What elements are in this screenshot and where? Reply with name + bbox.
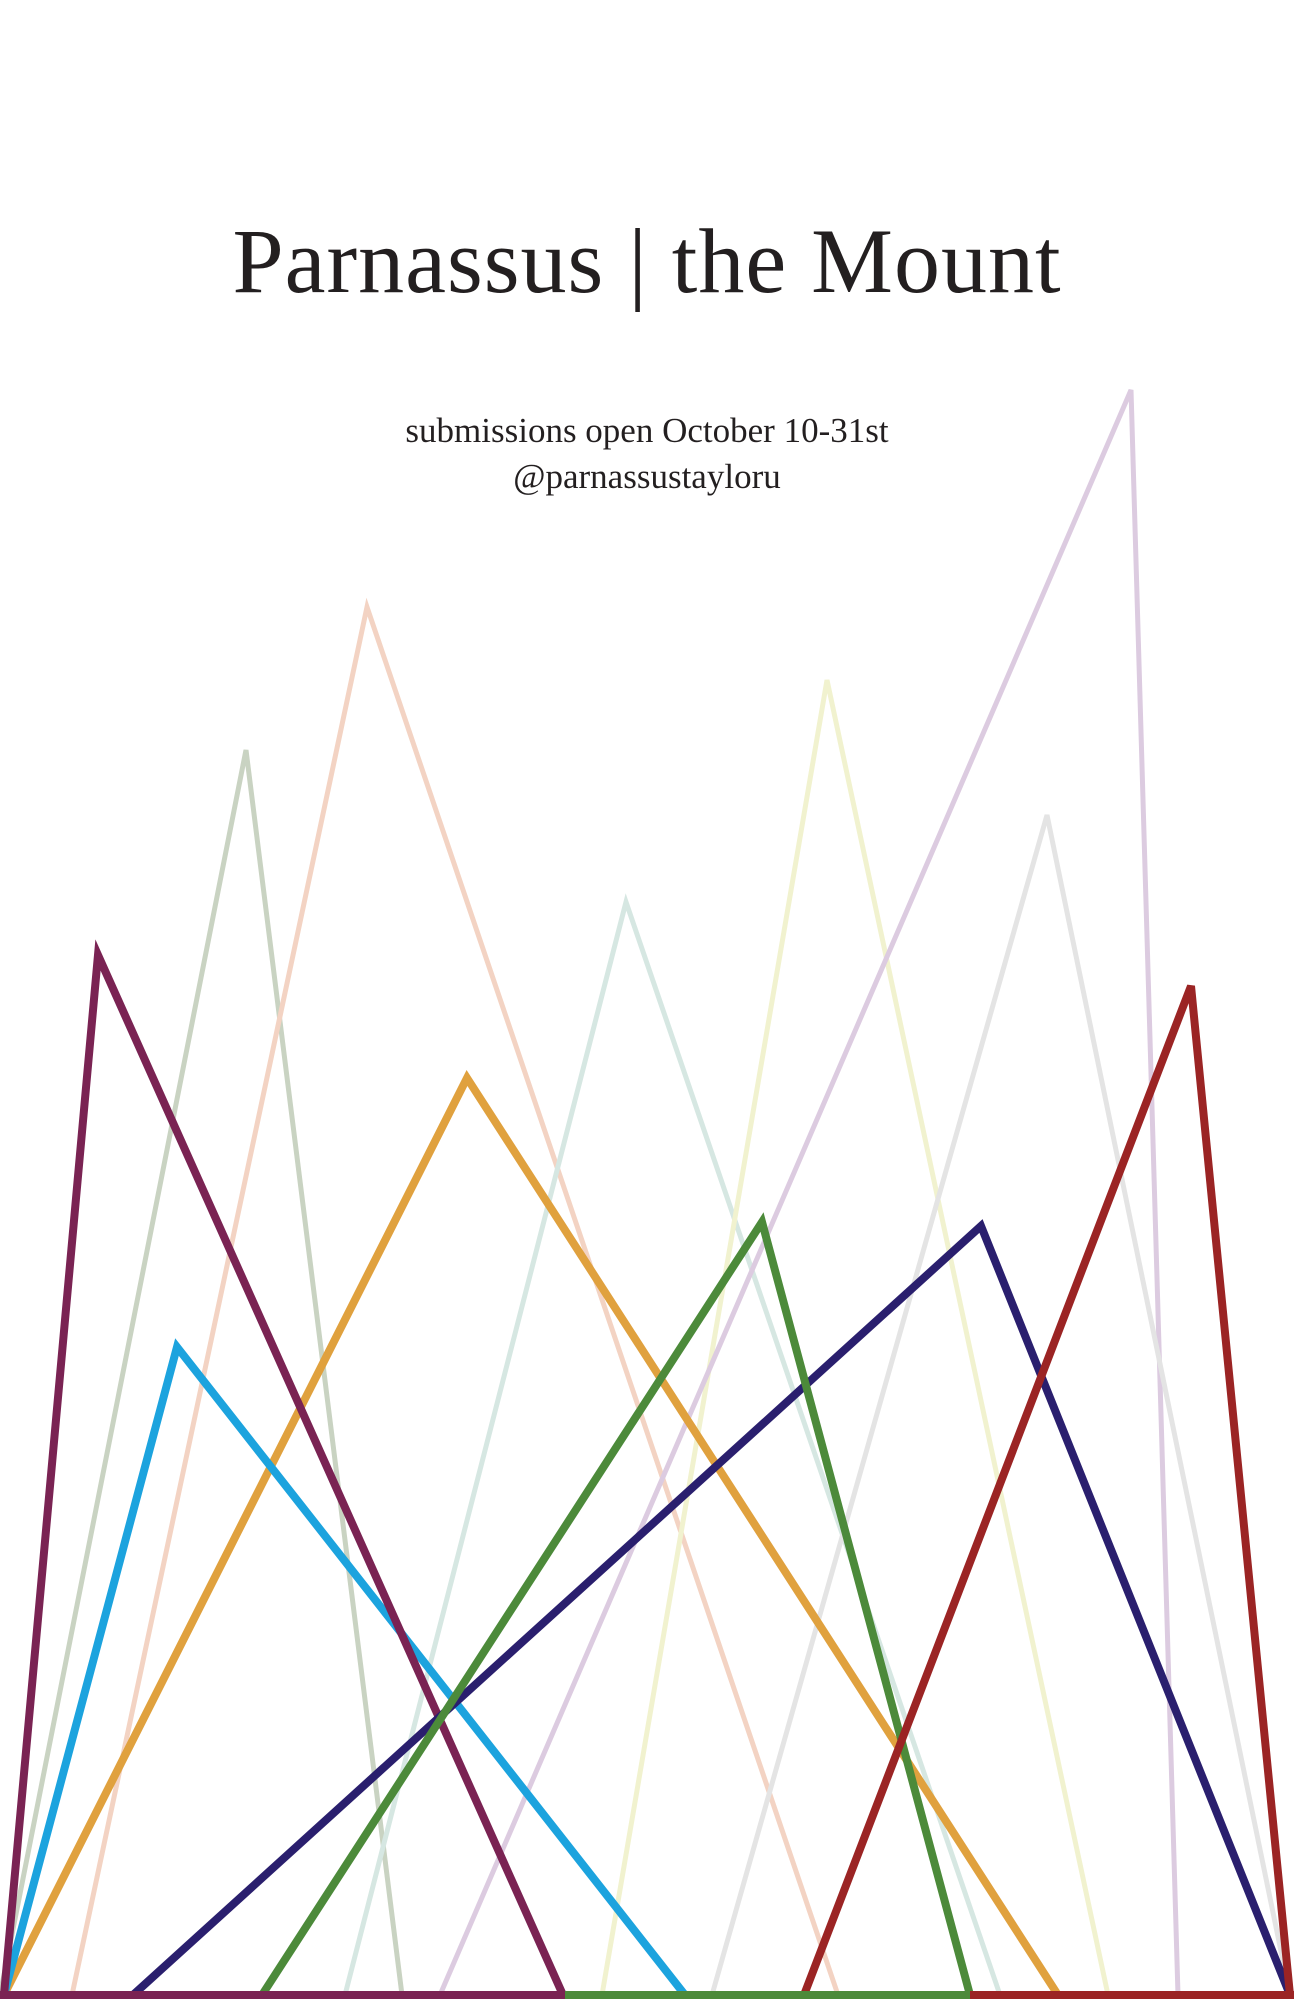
plum-peak <box>0 939 567 1997</box>
poster-details: submissions open October 10-31st @parnas… <box>0 408 1294 499</box>
bold-peaks-group <box>0 939 1294 1998</box>
crimson-peak <box>800 984 1294 1997</box>
faded-sage-peak <box>0 749 405 1996</box>
orange-peak <box>0 1069 1062 1998</box>
faded-yellow-peak <box>599 679 1111 1996</box>
faded-lavender-peak <box>437 389 1181 1996</box>
submissions-dates: submissions open October 10-31st <box>405 411 889 450</box>
indigo-peak <box>130 1219 1294 1998</box>
faded-gray-peak <box>709 814 1293 1996</box>
social-handle: @parnassustayloru <box>513 456 781 496</box>
faded-mint-peak <box>342 893 1003 1996</box>
faded-peaks-group <box>0 389 1293 1996</box>
poster-title: Parnassus | the Mount <box>232 210 1062 312</box>
sky-blue-peak <box>0 1338 689 1998</box>
